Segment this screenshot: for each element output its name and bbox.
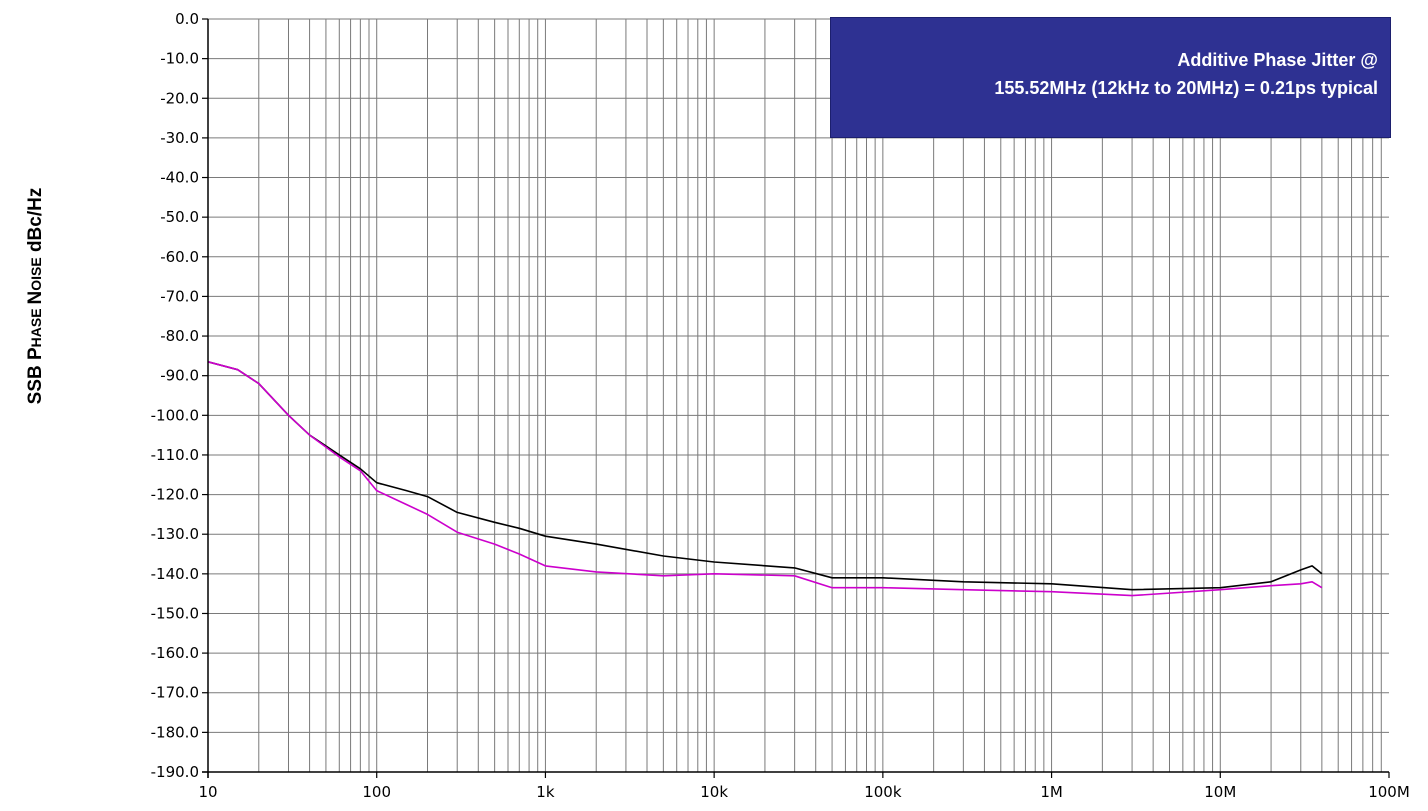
annotation-line-1: Additive Phase Jitter @ [1177,50,1378,70]
y-tick-label: -150.0 [151,604,199,622]
x-tick-label: 100 [362,783,391,801]
x-tick-label: 10M [1204,783,1236,801]
y-tick-label: 0.0 [175,10,199,28]
y-tick-label: -120.0 [151,486,199,504]
y-tick-label: -50.0 [160,208,199,226]
y-tick-label: -80.0 [160,327,199,345]
y-tick-label: -60.0 [160,248,199,266]
y-tick-label: -170.0 [151,684,199,702]
y-tick-label: -90.0 [160,367,199,385]
x-tick-label: 10 [198,783,217,801]
x-tick-label: 100M [1368,783,1410,801]
y-tick-label: -40.0 [160,169,199,187]
y-tick-label: -20.0 [160,89,199,107]
y-tick-label: -100.0 [151,406,199,424]
y-tick-label: -180.0 [151,723,199,741]
y-tick-label: -110.0 [151,446,199,464]
annotation-line-2: 155.52MHz (12kHz to 20MHz) = 0.21ps typi… [994,78,1378,98]
tick-labels: 0.0 -10.0 -20.0 -30.0 -40.0 -50.0 -60.0 -70.0 -8… [151,10,1410,801]
grid-lines [208,18,1389,773]
jitter-annotation-box: Additive Phase Jitter @ 155.52MHz (12kHz… [830,17,1391,138]
x-tick-label: 1M [1040,783,1063,801]
x-tick-label: 100k [864,783,902,801]
y-tick-label: -190.0 [151,763,199,781]
axes [202,18,1390,778]
series-lines [207,361,1323,597]
y-tick-label: -140.0 [151,565,199,583]
y-tick-label: -160.0 [151,644,199,662]
series-line-1 [207,361,1323,591]
y-tick-label: -70.0 [160,287,199,305]
y-tick-label: -10.0 [160,50,199,68]
x-tick-label: 10k [700,783,728,801]
y-tick-label: -30.0 [160,129,199,147]
y-tick-label: -130.0 [151,525,199,543]
series-line-2 [207,361,1323,597]
y-axis-label: SSB PHASE NOISE dBc/Hz [25,188,46,405]
x-tick-label: 1k [536,783,555,801]
